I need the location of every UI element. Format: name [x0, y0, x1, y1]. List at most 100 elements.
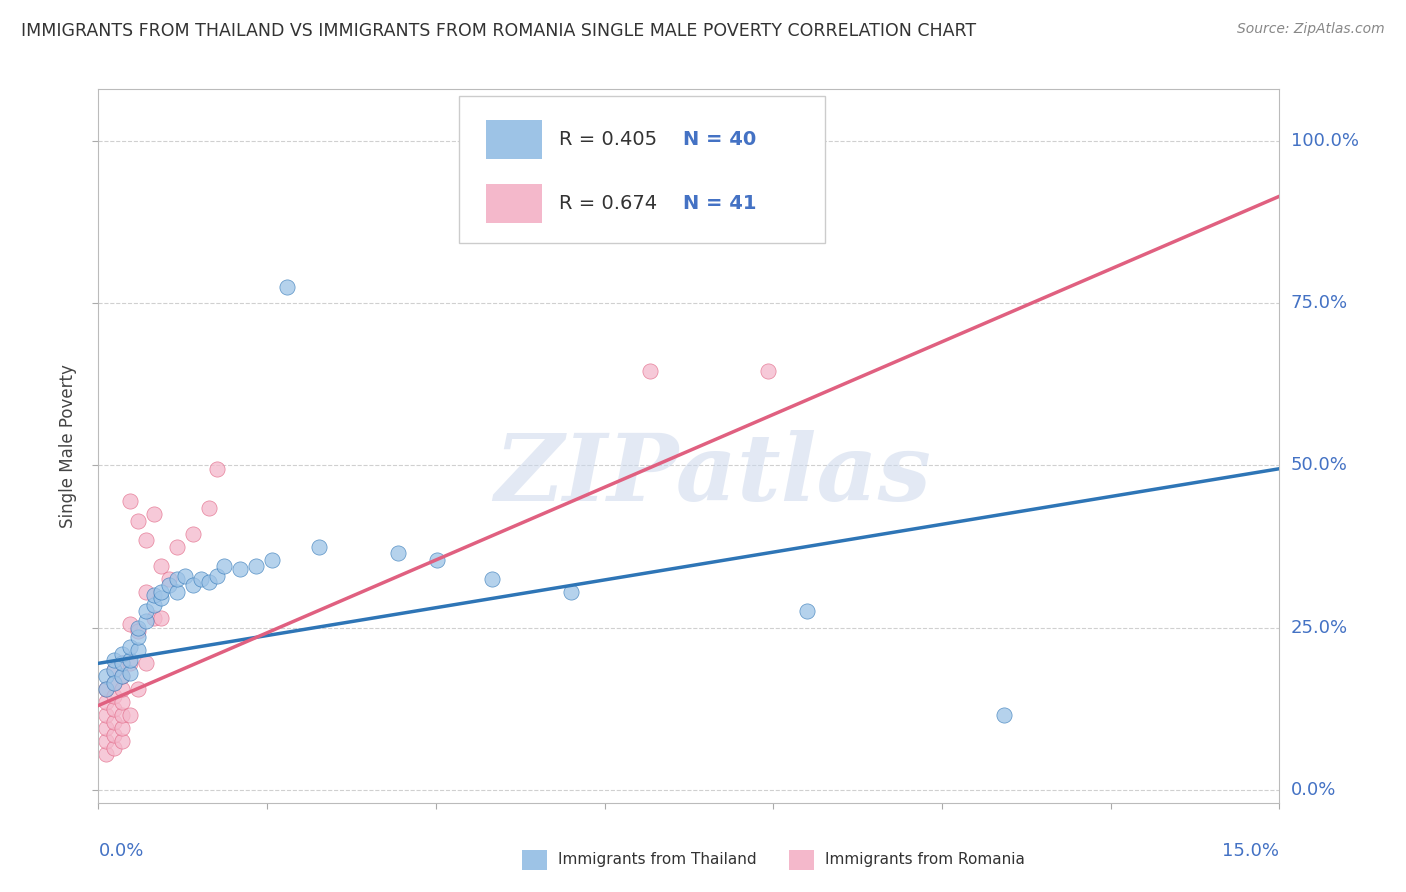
Point — [96, 669, 118, 683]
Point — [157, 578, 180, 592]
Text: 100.0%: 100.0% — [1291, 132, 1358, 150]
Point — [127, 631, 149, 645]
Point — [190, 572, 212, 586]
Point — [111, 734, 134, 748]
Point — [127, 624, 149, 638]
Point — [111, 669, 134, 683]
Point — [127, 514, 149, 528]
Point — [103, 653, 125, 667]
Point — [229, 562, 252, 576]
Point — [181, 526, 204, 541]
Point — [111, 647, 134, 661]
Point — [638, 364, 661, 378]
Point — [96, 682, 118, 697]
Point — [166, 585, 188, 599]
Point — [142, 598, 165, 612]
Point — [135, 614, 157, 628]
Point — [118, 666, 141, 681]
Y-axis label: Single Male Poverty: Single Male Poverty — [59, 364, 77, 528]
Point — [166, 572, 188, 586]
Point — [150, 585, 173, 599]
Point — [174, 568, 197, 582]
Point — [127, 643, 149, 657]
Point — [103, 663, 125, 677]
Point — [135, 604, 157, 618]
Point — [276, 280, 298, 294]
Point — [103, 675, 125, 690]
Text: 50.0%: 50.0% — [1291, 457, 1347, 475]
Point — [103, 689, 125, 703]
Point — [103, 702, 125, 716]
Point — [166, 540, 188, 554]
Point — [181, 578, 204, 592]
Text: 15.0%: 15.0% — [1222, 842, 1279, 860]
Text: 0.0%: 0.0% — [98, 842, 143, 860]
Point — [426, 552, 449, 566]
Text: R = 0.405: R = 0.405 — [560, 129, 657, 149]
Point — [111, 657, 134, 671]
Point — [245, 559, 267, 574]
Point — [103, 663, 125, 677]
Point — [103, 714, 125, 729]
Point — [150, 559, 173, 574]
Point — [111, 721, 134, 735]
Point — [205, 461, 228, 475]
Text: Immigrants from Romania: Immigrants from Romania — [825, 853, 1025, 867]
Text: N = 40: N = 40 — [683, 129, 756, 149]
Text: N = 41: N = 41 — [683, 194, 756, 213]
Point — [96, 695, 118, 709]
Point — [142, 611, 165, 625]
Point — [308, 540, 330, 554]
Point — [481, 572, 503, 586]
FancyBboxPatch shape — [458, 96, 825, 243]
Point — [118, 494, 141, 508]
Point — [118, 640, 141, 654]
Point — [387, 546, 409, 560]
Text: Source: ZipAtlas.com: Source: ZipAtlas.com — [1237, 22, 1385, 37]
Text: 25.0%: 25.0% — [1291, 619, 1348, 637]
Point — [135, 533, 157, 547]
Point — [103, 675, 125, 690]
Point — [96, 682, 118, 697]
Point — [96, 721, 118, 735]
Text: 0.0%: 0.0% — [1291, 780, 1336, 799]
Point — [142, 588, 165, 602]
Point — [197, 575, 219, 590]
Point — [135, 657, 157, 671]
Point — [111, 669, 134, 683]
Point — [96, 747, 118, 761]
Text: ZIPatlas: ZIPatlas — [494, 430, 931, 519]
Point — [118, 617, 141, 632]
Point — [150, 611, 173, 625]
Point — [197, 500, 219, 515]
Point — [560, 585, 582, 599]
Point — [205, 568, 228, 582]
Point — [150, 591, 173, 606]
Text: Immigrants from Thailand: Immigrants from Thailand — [558, 853, 756, 867]
Point — [756, 364, 779, 378]
Point — [127, 621, 149, 635]
Point — [96, 708, 118, 723]
Point — [993, 708, 1015, 723]
Point — [111, 657, 134, 671]
Point — [135, 585, 157, 599]
Point — [214, 559, 236, 574]
Point — [118, 657, 141, 671]
Text: R = 0.674: R = 0.674 — [560, 194, 657, 213]
Bar — [486, 120, 543, 159]
Point — [103, 740, 125, 755]
Point — [111, 695, 134, 709]
Point — [96, 734, 118, 748]
Point — [157, 572, 180, 586]
Point — [796, 604, 818, 618]
Point — [111, 682, 134, 697]
Point — [142, 507, 165, 521]
Bar — [486, 184, 543, 223]
Point — [127, 682, 149, 697]
Point — [103, 728, 125, 742]
Text: IMMIGRANTS FROM THAILAND VS IMMIGRANTS FROM ROMANIA SINGLE MALE POVERTY CORRELAT: IMMIGRANTS FROM THAILAND VS IMMIGRANTS F… — [21, 22, 976, 40]
Point — [118, 653, 141, 667]
Text: 75.0%: 75.0% — [1291, 294, 1348, 312]
Point — [118, 708, 141, 723]
Point — [111, 708, 134, 723]
